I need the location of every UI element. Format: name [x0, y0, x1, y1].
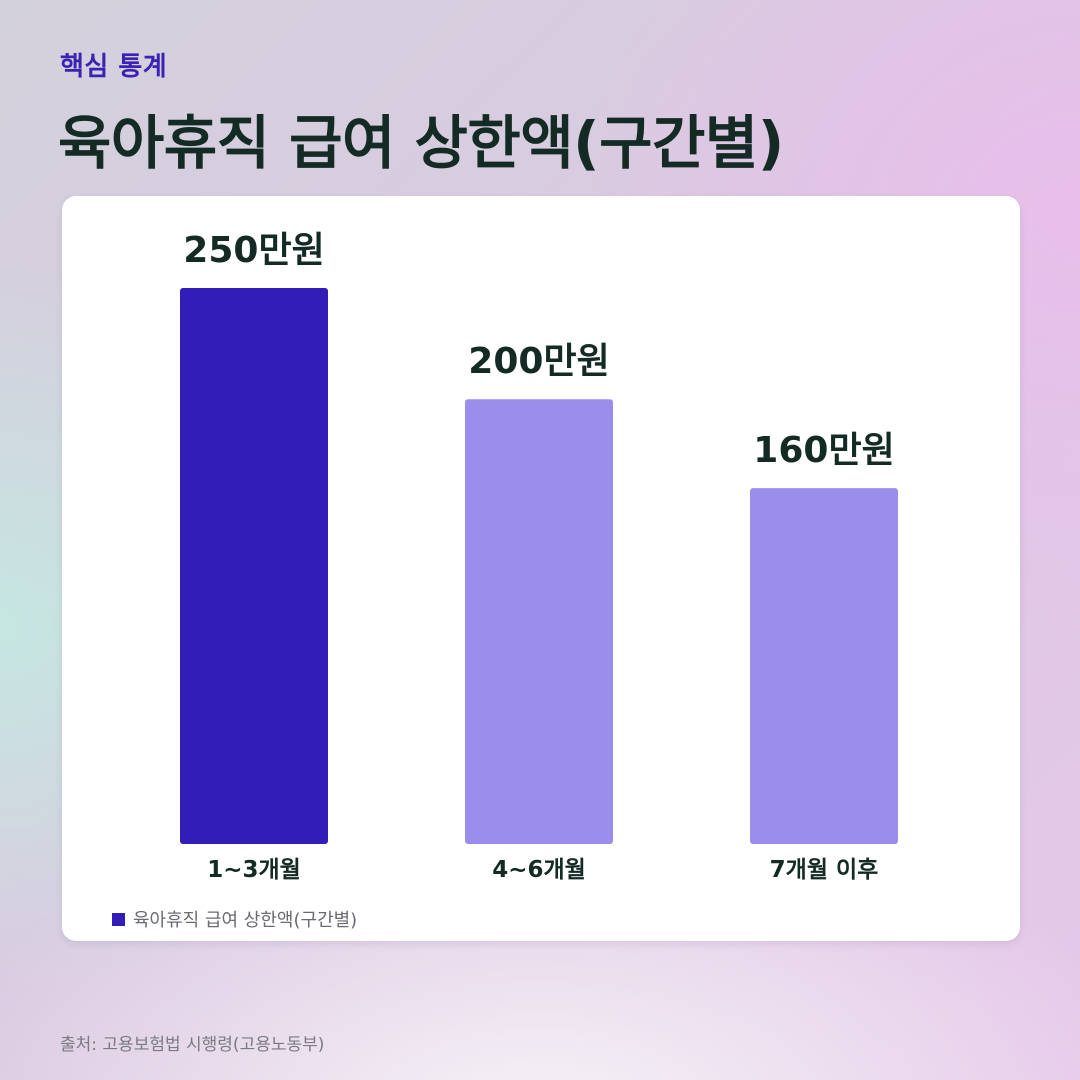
category-label-2: 4~6개월	[492, 857, 586, 883]
bar-value-label-3: 160만원	[753, 430, 894, 471]
bar-1	[180, 288, 328, 844]
legend-label: 육아휴직 급여 상한액(구간별)	[133, 910, 358, 931]
bar-value-label-2: 200만원	[468, 341, 609, 382]
source-note: 출처: 고용보험법 시행령(고용노동부)	[60, 1035, 325, 1055]
bar-3	[750, 488, 898, 844]
category-label-1: 1~3개월	[207, 857, 301, 883]
bar-value-label-1: 250만원	[183, 230, 324, 271]
category-label-3: 7개월 이후	[770, 857, 879, 883]
chart-legend: 육아휴직 급여 상한액(구간별)	[112, 908, 358, 931]
bar-2	[465, 399, 613, 844]
page-title: 육아휴직 급여 상한액(구간별)	[58, 109, 784, 177]
bar-chart: 250만원 1~3개월 200만원 4~6개월 160만원 7개월 이후	[180, 230, 898, 883]
legend-swatch	[112, 912, 125, 926]
eyebrow-label: 핵심 통계	[60, 52, 168, 82]
chart-card: 250만원 1~3개월 200만원 4~6개월 160만원 7개월 이후 육아휴직 급여 …	[62, 196, 1020, 941]
